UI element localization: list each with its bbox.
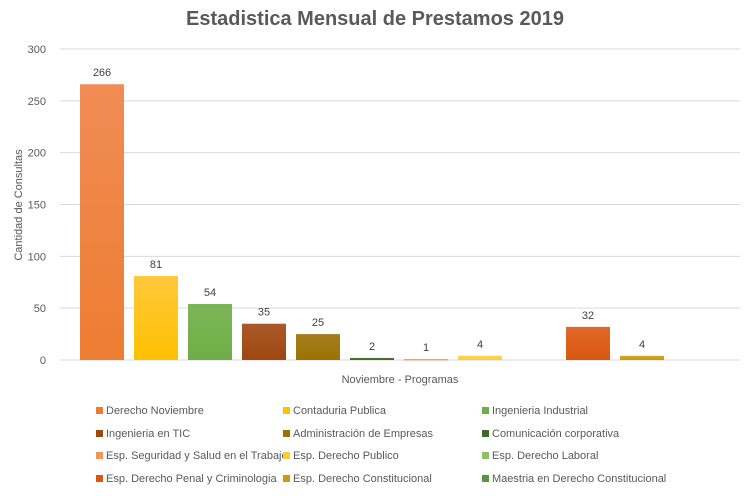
legend-item: Esp. Derecho Publico — [283, 450, 399, 462]
legend-swatch — [482, 407, 489, 414]
legend-label: Esp. Derecho Penal y Criminologia — [106, 472, 277, 485]
legend-item: Esp. Derecho Constitucional — [283, 473, 432, 485]
legend-swatch — [96, 474, 103, 482]
y-tick-label: 150 — [28, 200, 46, 212]
data-label: 2 — [369, 341, 375, 353]
legend-label: Esp. Derecho Constitucional — [293, 472, 432, 485]
legend-swatch — [283, 429, 290, 437]
legend-item: Comunicación corporativa — [482, 428, 619, 440]
legend-swatch — [283, 452, 290, 459]
y-tick-label: 50 — [34, 303, 46, 315]
legend-item: Esp. Derecho Penal y Criminologia — [96, 473, 277, 485]
legend-item: Derecho Noviembre — [96, 405, 204, 417]
bar — [458, 355, 502, 360]
y-tick-label: 200 — [28, 148, 46, 160]
legend-label: Ingenieria en TIC — [106, 427, 191, 440]
bar — [134, 276, 178, 360]
legend-item: Esp. Seguridad y Salud en el Trabajo — [96, 450, 288, 462]
legend-item: Contaduria Publica — [283, 405, 386, 417]
legend-label: Derecho Noviembre — [106, 405, 204, 417]
bar — [620, 355, 664, 360]
legend-swatch — [482, 429, 489, 437]
bar — [242, 323, 286, 360]
bar-chart: 0 50 100 150 200 250 300 266 81 54 35 25 2 1 4 32 4 Can… — [13, 44, 740, 386]
data-label: 266 — [93, 67, 111, 79]
bar — [350, 357, 394, 360]
data-label: 1 — [423, 342, 429, 354]
legend-swatch — [96, 407, 103, 414]
data-labels: 266 81 54 35 25 2 1 4 32 4 — [93, 67, 645, 354]
legend-swatch — [96, 452, 103, 459]
y-tick-label: 100 — [28, 251, 46, 263]
data-label: 54 — [204, 287, 216, 299]
data-label: 35 — [258, 307, 270, 319]
legend-swatch — [283, 407, 290, 414]
legend-label: Comunicación corporativa — [492, 427, 620, 440]
data-label: 81 — [150, 259, 162, 271]
legend-swatch — [482, 452, 489, 459]
legend-swatch — [482, 474, 489, 482]
data-label: 25 — [312, 317, 324, 329]
y-tick-label: 0 — [40, 355, 46, 367]
legend-item: Ingenieria en TIC — [96, 428, 190, 440]
legend-label: Esp. Seguridad y Salud en el Trabajo — [106, 450, 288, 462]
data-label: 32 — [582, 310, 594, 322]
y-axis-label: Cantidad de Consultas — [13, 149, 25, 261]
y-axis-ticks: 0 50 100 150 200 250 300 — [28, 44, 46, 367]
y-tick-label: 250 — [28, 96, 46, 108]
legend-item: Ingenieria Industrial — [482, 405, 588, 417]
x-axis-label: Noviembre - Programas — [342, 374, 459, 386]
legend-label: Ingenieria Industrial — [492, 405, 589, 417]
bar — [80, 84, 124, 360]
legend-swatch — [283, 474, 290, 482]
bar — [566, 326, 610, 360]
bar — [404, 358, 448, 361]
chart-title: Estadistica Mensual de Prestamos 2019 — [186, 8, 564, 30]
data-label: 4 — [477, 339, 483, 351]
y-tick-label: 300 — [28, 44, 46, 56]
data-label: 4 — [639, 339, 645, 351]
bars — [80, 84, 664, 361]
legend-label: Contaduria Publica — [293, 405, 386, 417]
legend-label: Esp. Derecho Publico — [293, 450, 399, 462]
legend-item: Administración de Empresas — [283, 428, 433, 440]
legend-item: Esp. Derecho Laboral — [482, 450, 598, 462]
bar — [296, 334, 340, 360]
legend-item: Maestria en Derecho Constitucional — [482, 473, 666, 485]
bar — [188, 304, 232, 360]
legend-swatch — [96, 429, 103, 437]
legend-label: Administración de Empresas — [293, 427, 434, 440]
legend-label: Esp. Derecho Laboral — [492, 450, 599, 462]
legend-label: Maestria en Derecho Constitucional — [492, 472, 667, 485]
